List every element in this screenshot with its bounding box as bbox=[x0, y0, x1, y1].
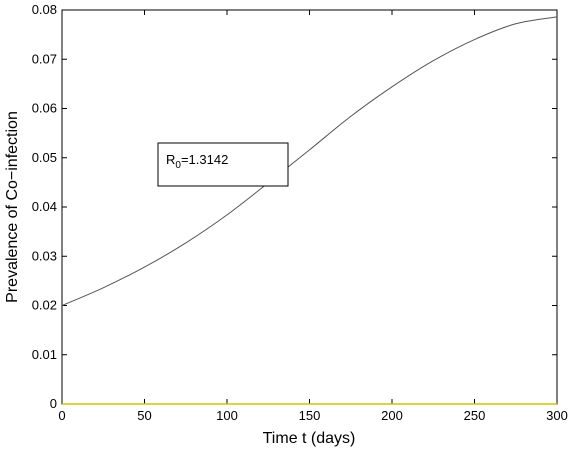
x-axis-label: Time t (days) bbox=[263, 430, 356, 447]
annotation-value: =1.3142 bbox=[181, 152, 228, 167]
x-axis-ticks: 0 50 100 150 200 250 300 bbox=[58, 10, 568, 423]
series-line-0 bbox=[61, 16, 558, 306]
annotation-symbol: R bbox=[166, 152, 175, 167]
annotation-box: R0=1.3142 bbox=[157, 142, 289, 187]
x-tick-label: 50 bbox=[137, 408, 151, 423]
y-tick-label: 0.03 bbox=[32, 248, 57, 263]
annotation-text: R0=1.3142 bbox=[166, 152, 228, 171]
x-tick-label: 150 bbox=[299, 408, 321, 423]
y-tick-label: 0 bbox=[50, 396, 57, 411]
series-group bbox=[61, 16, 558, 405]
x-tick-label: 300 bbox=[546, 408, 568, 423]
y-tick-label: 0.02 bbox=[32, 298, 57, 313]
y-axis-ticks: 0 0.01 0.02 0.03 0.04 0.05 0.06 0.07 0.08 bbox=[32, 2, 557, 411]
y-tick-label: 0.06 bbox=[32, 101, 57, 116]
x-tick-label: 200 bbox=[381, 408, 403, 423]
y-tick-label: 0.08 bbox=[32, 2, 57, 17]
y-tick-label: 0.01 bbox=[32, 347, 57, 362]
y-tick-label: 0.07 bbox=[32, 51, 57, 66]
plot-area bbox=[61, 9, 558, 405]
x-tick-label: 100 bbox=[216, 408, 238, 423]
y-axis-label: Prevalence of Co−infection bbox=[4, 111, 21, 303]
annotation-subscript: 0 bbox=[175, 160, 181, 171]
x-tick-label: 250 bbox=[464, 408, 486, 423]
y-tick-label: 0.04 bbox=[32, 199, 57, 214]
y-tick-label: 0.05 bbox=[32, 150, 57, 165]
x-tick-label: 0 bbox=[58, 408, 65, 423]
annotation-frame bbox=[157, 142, 289, 187]
